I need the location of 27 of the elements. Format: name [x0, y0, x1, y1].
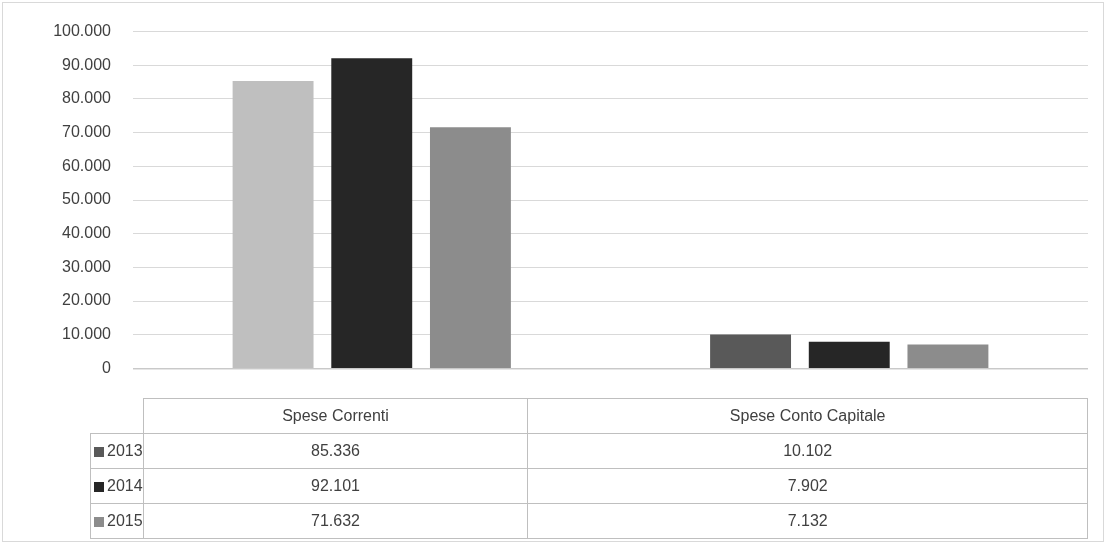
data-label: 92.101 — [143, 468, 528, 504]
data-label: 7.902 — [527, 468, 1088, 504]
y-tick-label: 10.000 — [62, 325, 112, 343]
y-tick-label: 40.000 — [62, 224, 112, 242]
bar — [808, 341, 890, 368]
bar — [710, 334, 792, 368]
y-tick-label: 70.000 — [62, 123, 112, 141]
y-tick-label: 100.000 — [53, 22, 112, 40]
data-label: 71.632 — [143, 503, 528, 539]
legend-label: 2014 — [90, 468, 144, 504]
y-tick-label: 20.000 — [62, 291, 112, 309]
y-tick-label: 50.000 — [62, 190, 112, 208]
data-label: 85.336 — [143, 433, 528, 469]
y-tick-label: 60.000 — [62, 156, 112, 174]
y-tick-label: 80.000 — [62, 89, 112, 107]
y-tick-label: 30.000 — [62, 257, 112, 275]
bar — [331, 58, 413, 368]
y-tick-label: 90.000 — [62, 55, 112, 73]
legend-label: 2013 — [90, 433, 144, 469]
x-tick-label: Spese Correnti — [143, 398, 528, 434]
y-tick-label: 0 — [102, 358, 112, 376]
data-label: 10.102 — [527, 433, 1088, 469]
data-label: 7.132 — [527, 503, 1088, 539]
bar — [907, 344, 989, 368]
legend-label: 2015 — [90, 503, 144, 539]
x-tick-label: Spese Conto Capitale — [527, 398, 1088, 434]
bar — [429, 127, 511, 368]
